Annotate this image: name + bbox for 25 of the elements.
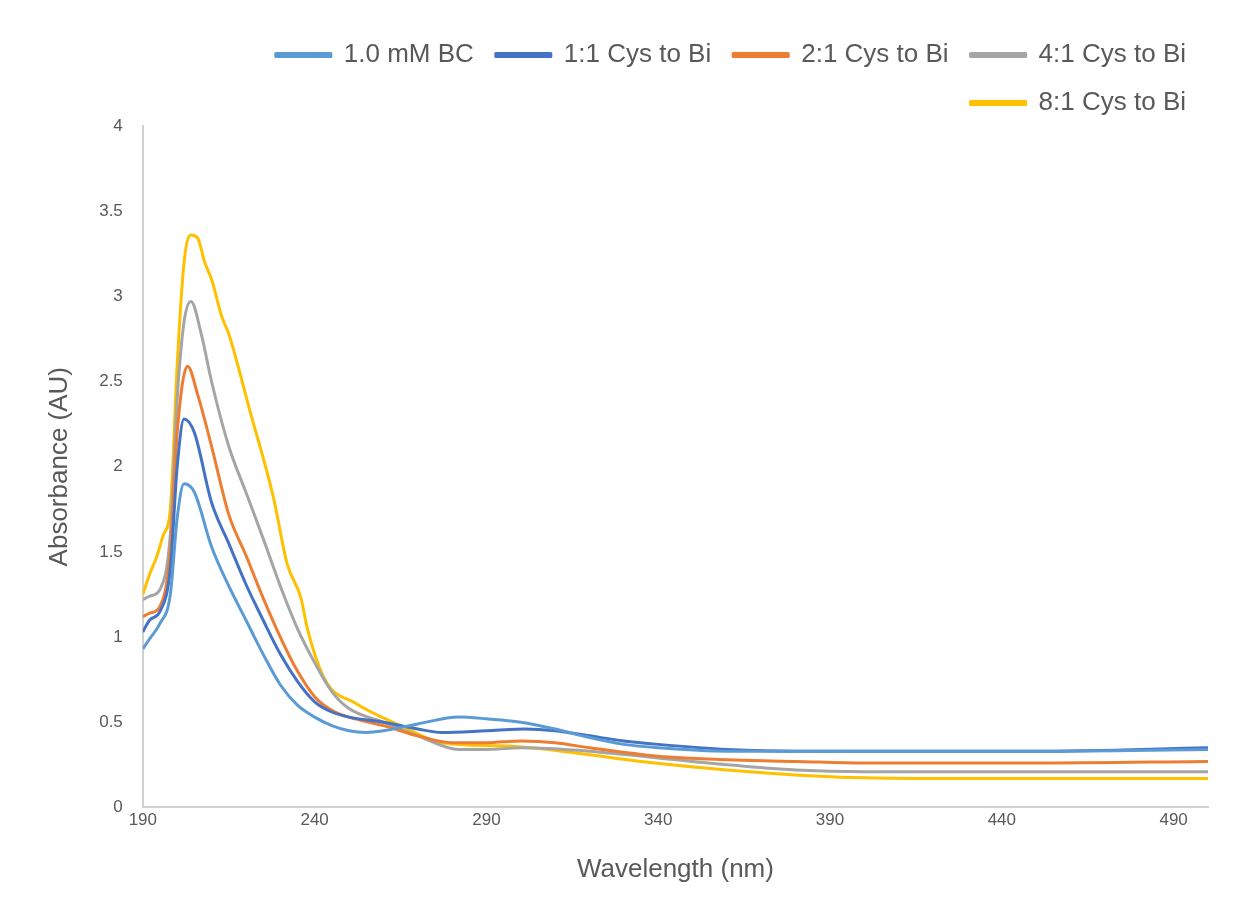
x-tick-label: 340 xyxy=(644,810,673,830)
legend-label: 4:1 Cys to Bi xyxy=(1038,38,1187,69)
x-tick-label: 490 xyxy=(1159,810,1188,830)
x-tick-label: 290 xyxy=(472,810,501,830)
legend-label: 8:1 Cys to Bi xyxy=(1038,86,1187,117)
x-axis-title: Wavelength (nm) xyxy=(576,852,774,883)
y-tick-label: 2 xyxy=(113,456,123,476)
line-series xyxy=(142,364,1208,765)
y-axis-title: Absorbance (AU) xyxy=(42,366,73,567)
y-tick-label: 0 xyxy=(113,797,123,817)
y-tick-label: 1 xyxy=(113,626,123,646)
x-tick-label: 190 xyxy=(128,810,158,830)
y-tick-label: 3.5 xyxy=(99,200,123,220)
legend-label: 2:1 Cys to Bi xyxy=(801,38,949,69)
x-tick-label: 390 xyxy=(815,810,845,830)
x-tick-label: 440 xyxy=(987,810,1017,830)
y-tick-label: 2.5 xyxy=(99,371,123,391)
legend-label: 1.0 mM BC xyxy=(343,38,474,69)
y-tick-label: 1.5 xyxy=(99,541,123,561)
line-series xyxy=(142,482,1208,753)
x-tick-label: 240 xyxy=(300,810,329,830)
legend-label: 1:1 Cys to Bi xyxy=(563,38,712,69)
y-tick-label: 4 xyxy=(113,115,123,135)
y-tick-label: 0.5 xyxy=(99,711,123,731)
y-tick-label: 3 xyxy=(113,286,123,306)
